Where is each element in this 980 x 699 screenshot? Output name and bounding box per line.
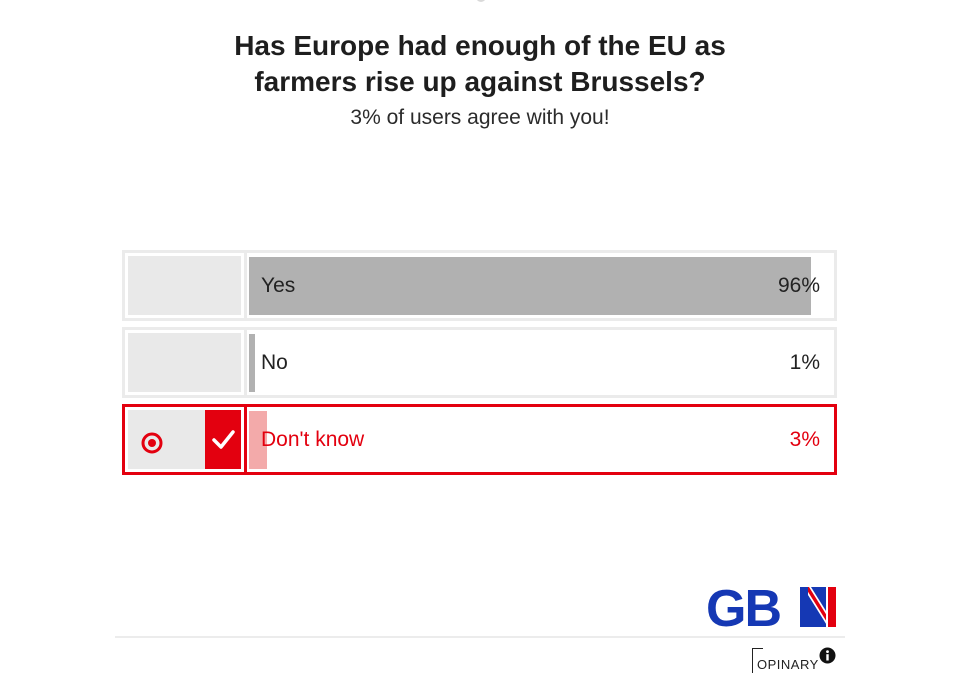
option-select-area[interactable]: [128, 256, 241, 315]
poll-option-no[interactable]: No 1%: [122, 327, 837, 398]
option-label: Yes: [261, 274, 296, 297]
poll-question-line-1: Has Europe had enough of the EU as: [234, 30, 726, 61]
poll-option-dont-know[interactable]: Don't know 3%: [122, 404, 837, 475]
option-percent: 1%: [789, 351, 820, 374]
option-divider: [244, 407, 247, 472]
opinary-bracket: [752, 648, 763, 673]
poll-question: Has Europe had enough of the EU as farme…: [0, 28, 960, 100]
option-percent: 3%: [789, 428, 820, 451]
check-icon: [212, 430, 235, 449]
option-label: No: [261, 351, 288, 374]
footer-divider: [115, 636, 845, 638]
top-scroll-fragment: [476, 0, 486, 2]
selected-check-badge: [205, 410, 241, 469]
option-divider: [244, 330, 247, 395]
option-divider: [244, 253, 247, 318]
opinary-text: OPINARY: [757, 657, 819, 672]
result-bar: [249, 334, 255, 392]
poll-question-line-2: farmers rise up against Brussels?: [254, 66, 706, 97]
svg-text:GB: GB: [706, 582, 780, 630]
poll-option-yes[interactable]: Yes 96%: [122, 250, 837, 321]
info-icon[interactable]: [819, 647, 836, 664]
union-flag-n-mark: [800, 587, 836, 627]
poll-options: Yes 96% No 1% Don't know 3%: [122, 250, 837, 481]
result-bar: [249, 411, 267, 469]
result-bar: [249, 257, 811, 315]
option-percent: 96%: [777, 274, 820, 297]
option-label: Don't know: [261, 428, 365, 451]
gb-news-logo: GB: [706, 582, 836, 630]
option-select-area[interactable]: [128, 333, 241, 392]
target-icon: [141, 432, 163, 454]
poll-result-text: 3% of users agree with you!: [350, 106, 610, 129]
